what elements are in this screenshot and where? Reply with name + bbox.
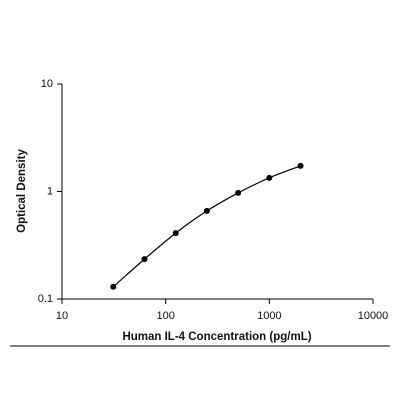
data-point [266,174,273,181]
x-tick-label: 100 [156,310,174,322]
x-tick-label: 10000 [358,310,389,322]
data-point [235,189,242,196]
fit-curve [112,165,301,288]
data-point [141,256,148,263]
data-point [172,230,179,237]
data-point [203,207,210,214]
x-axis-label: Human IL-4 Concentration (pg/mL) [122,331,311,343]
y-tick-label: 10 [41,78,53,90]
y-tick-label: 0.1 [38,293,53,305]
x-tick-label: 10 [56,310,68,322]
data-point [110,283,117,290]
y-axis-label: Optical Density [16,149,28,233]
y-tick-label: 1 [47,185,53,197]
x-tick-label: 1000 [257,310,281,322]
data-point [297,162,304,169]
